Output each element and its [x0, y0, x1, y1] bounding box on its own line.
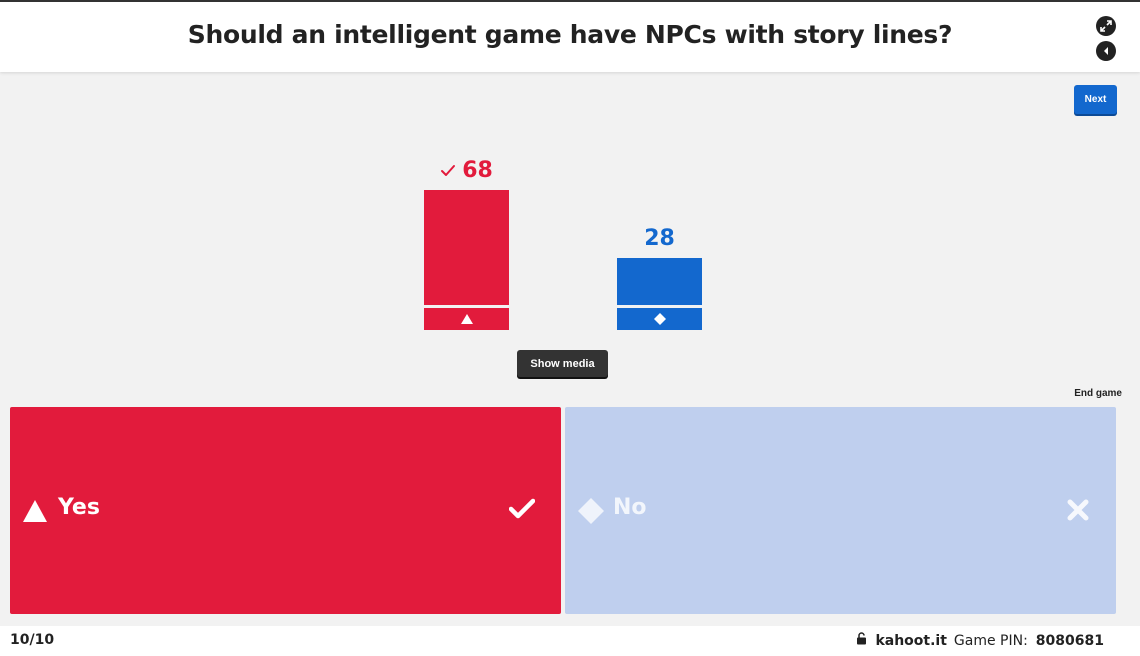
footer: 10/10 kahoot.it Game PIN: 8080681 [0, 626, 1140, 656]
lock-icon [856, 632, 867, 649]
incorrect-cross-icon [1066, 498, 1090, 527]
answer-tile-no: No [565, 407, 1116, 614]
result-bar-yes [424, 190, 509, 305]
sound-icon[interactable] [1096, 41, 1116, 61]
result-count-value: 68 [462, 158, 493, 183]
brand-name: kahoot.it [875, 632, 947, 649]
answer-tile-yes: Yes [10, 407, 561, 614]
result-count-value: 28 [644, 226, 675, 251]
correct-check-icon [508, 498, 536, 525]
show-media-button[interactable]: Show media [517, 350, 608, 377]
question-counter: 10/10 [10, 632, 55, 648]
pin-value: 8080681 [1035, 632, 1104, 649]
result-count-yes: 68 [414, 158, 519, 183]
diamond-icon [577, 497, 605, 530]
result-bar-shape-yes [424, 308, 509, 330]
correct-check-icon [440, 158, 462, 183]
game-pin-area: kahoot.it Game PIN: 8080681 [856, 632, 1104, 649]
end-game-button[interactable]: End game [1062, 385, 1122, 401]
pin-label: Game PIN: [953, 632, 1028, 649]
result-bar-no [617, 258, 702, 305]
result-count-no: 28 [607, 226, 712, 251]
fullscreen-icon[interactable] [1096, 16, 1116, 36]
answer-label-no: No [613, 495, 647, 520]
question-header: Should an intelligent game have NPCs wit… [0, 0, 1140, 72]
result-bar-shape-no [617, 308, 702, 330]
answer-label-yes: Yes [58, 495, 100, 520]
triangle-icon [22, 499, 48, 528]
question-title: Should an intelligent game have NPCs wit… [187, 20, 953, 49]
next-button[interactable]: Next [1074, 85, 1117, 114]
